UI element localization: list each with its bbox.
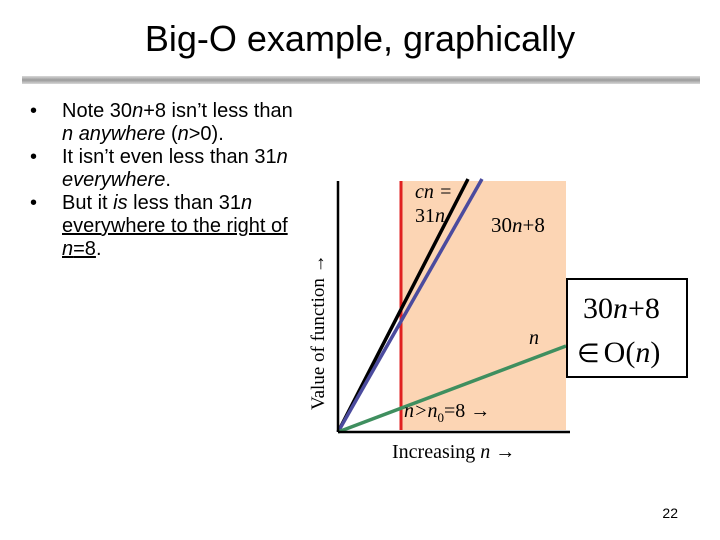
result-box	[566, 278, 688, 378]
shaded-region	[401, 181, 566, 430]
bullet-item: • But it is less than 31n everywhere to t…	[30, 192, 300, 261]
f-30n-plus-8-line	[336, 178, 470, 433]
bullet-dot: •	[30, 192, 38, 214]
y-axis-label: Value of function →	[308, 254, 329, 410]
n-label: n	[529, 327, 539, 349]
page-number: 22	[662, 505, 678, 521]
f-label: 30n+8	[491, 213, 545, 237]
bullet-dot: •	[30, 146, 38, 168]
cn-31n-line	[336, 178, 484, 433]
threshold-label: n>n0=8 →	[404, 400, 490, 425]
bullet-text: But it is less than 31n everywhere to th…	[62, 192, 288, 260]
x-axis-label: Increasing n →	[392, 441, 515, 463]
n-line	[337, 344, 567, 434]
title-divider	[22, 76, 700, 84]
result-line1: 30n+8	[583, 292, 660, 325]
bullet-text: Note 30n+8 isn’t less than n anywhere (n…	[62, 100, 293, 145]
bullet-item: • It isn’t even less than 31n everywhere.	[30, 146, 300, 192]
bullet-dot: •	[30, 100, 38, 122]
cn-label-line2: 31n	[415, 205, 445, 227]
cn-label-line1: cn =	[415, 181, 452, 203]
result-line2: ∈ O(n)	[577, 336, 660, 369]
slide-title: Big-O example, graphically	[144, 18, 576, 59]
bullet-item: • Note 30n+8 isn’t less than n anywhere (…	[30, 100, 300, 146]
bullet-list: • Note 30n+8 isn’t less than n anywhere (…	[30, 100, 300, 261]
bullet-text: It isn’t even less than 31n everywhere.	[62, 146, 288, 191]
